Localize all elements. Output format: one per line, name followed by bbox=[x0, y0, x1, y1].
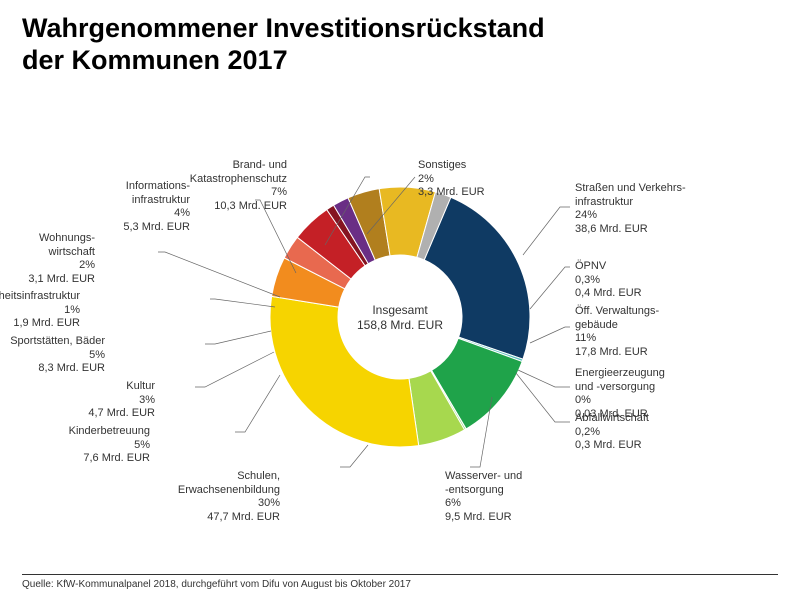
slice-label: Abfallwirtschaft 0,2% 0,3 Mrd. EUR bbox=[575, 412, 649, 453]
leader-line bbox=[158, 252, 280, 297]
slice-label: ÖPNV 0,3% 0,4 Mrd. EUR bbox=[575, 260, 642, 301]
donut-chart: Straßen und Verkehrs- infrastruktur 24% … bbox=[0, 77, 800, 517]
slice-label: Straßen und Verkehrs- infrastruktur 24% … bbox=[575, 182, 686, 237]
slice-label: Informations- infrastruktur 4% 5,3 Mrd. … bbox=[123, 180, 190, 235]
donut-center-label: Insgesamt 158,8 Mrd. EUR bbox=[340, 303, 460, 334]
source-note: Quelle: KfW-Kommunalpanel 2018, durchgef… bbox=[22, 574, 778, 590]
slice-label: Sonstiges 2% 3,3 Mrd. EUR bbox=[418, 159, 485, 200]
leader-line bbox=[210, 299, 275, 307]
leader-line bbox=[530, 267, 570, 309]
slice-label: Schulen, Erwachsenenbildung 30% 47,7 Mrd… bbox=[178, 470, 280, 525]
slice-label: Kinderbetreuung 5% 7,6 Mrd. EUR bbox=[69, 425, 150, 466]
slice-label: Brand- und Katastrophenschutz 7% 10,3 Mr… bbox=[190, 159, 287, 214]
slice-label: Gesundheitsinfrastruktur 1% 1,9 Mrd. EUR bbox=[0, 290, 80, 331]
chart-title: Wahrgenommener Investitionsrückstand der… bbox=[0, 0, 800, 77]
leader-line bbox=[530, 327, 570, 343]
title-line2: der Kommunen 2017 bbox=[22, 45, 288, 75]
leader-line bbox=[195, 352, 274, 387]
slice-label: Wasserver- und -entsorgung 6% 9,5 Mrd. E… bbox=[445, 470, 522, 525]
slice-label: Wohnungs- wirtschaft 2% 3,1 Mrd. EUR bbox=[28, 232, 95, 287]
title-line1: Wahrgenommener Investitionsrückstand bbox=[22, 13, 545, 43]
leader-line bbox=[235, 375, 280, 432]
leader-line bbox=[516, 373, 570, 422]
leader-line bbox=[340, 445, 368, 467]
slice-label: Öff. Verwaltungs- gebäude 11% 17,8 Mrd. … bbox=[575, 305, 659, 360]
leader-line bbox=[518, 370, 570, 387]
leader-line bbox=[523, 207, 570, 255]
leader-line bbox=[205, 331, 271, 344]
slice-label: Sportstätten, Bäder 5% 8,3 Mrd. EUR bbox=[10, 335, 105, 376]
slice-label: Kultur 3% 4,7 Mrd. EUR bbox=[88, 380, 155, 421]
